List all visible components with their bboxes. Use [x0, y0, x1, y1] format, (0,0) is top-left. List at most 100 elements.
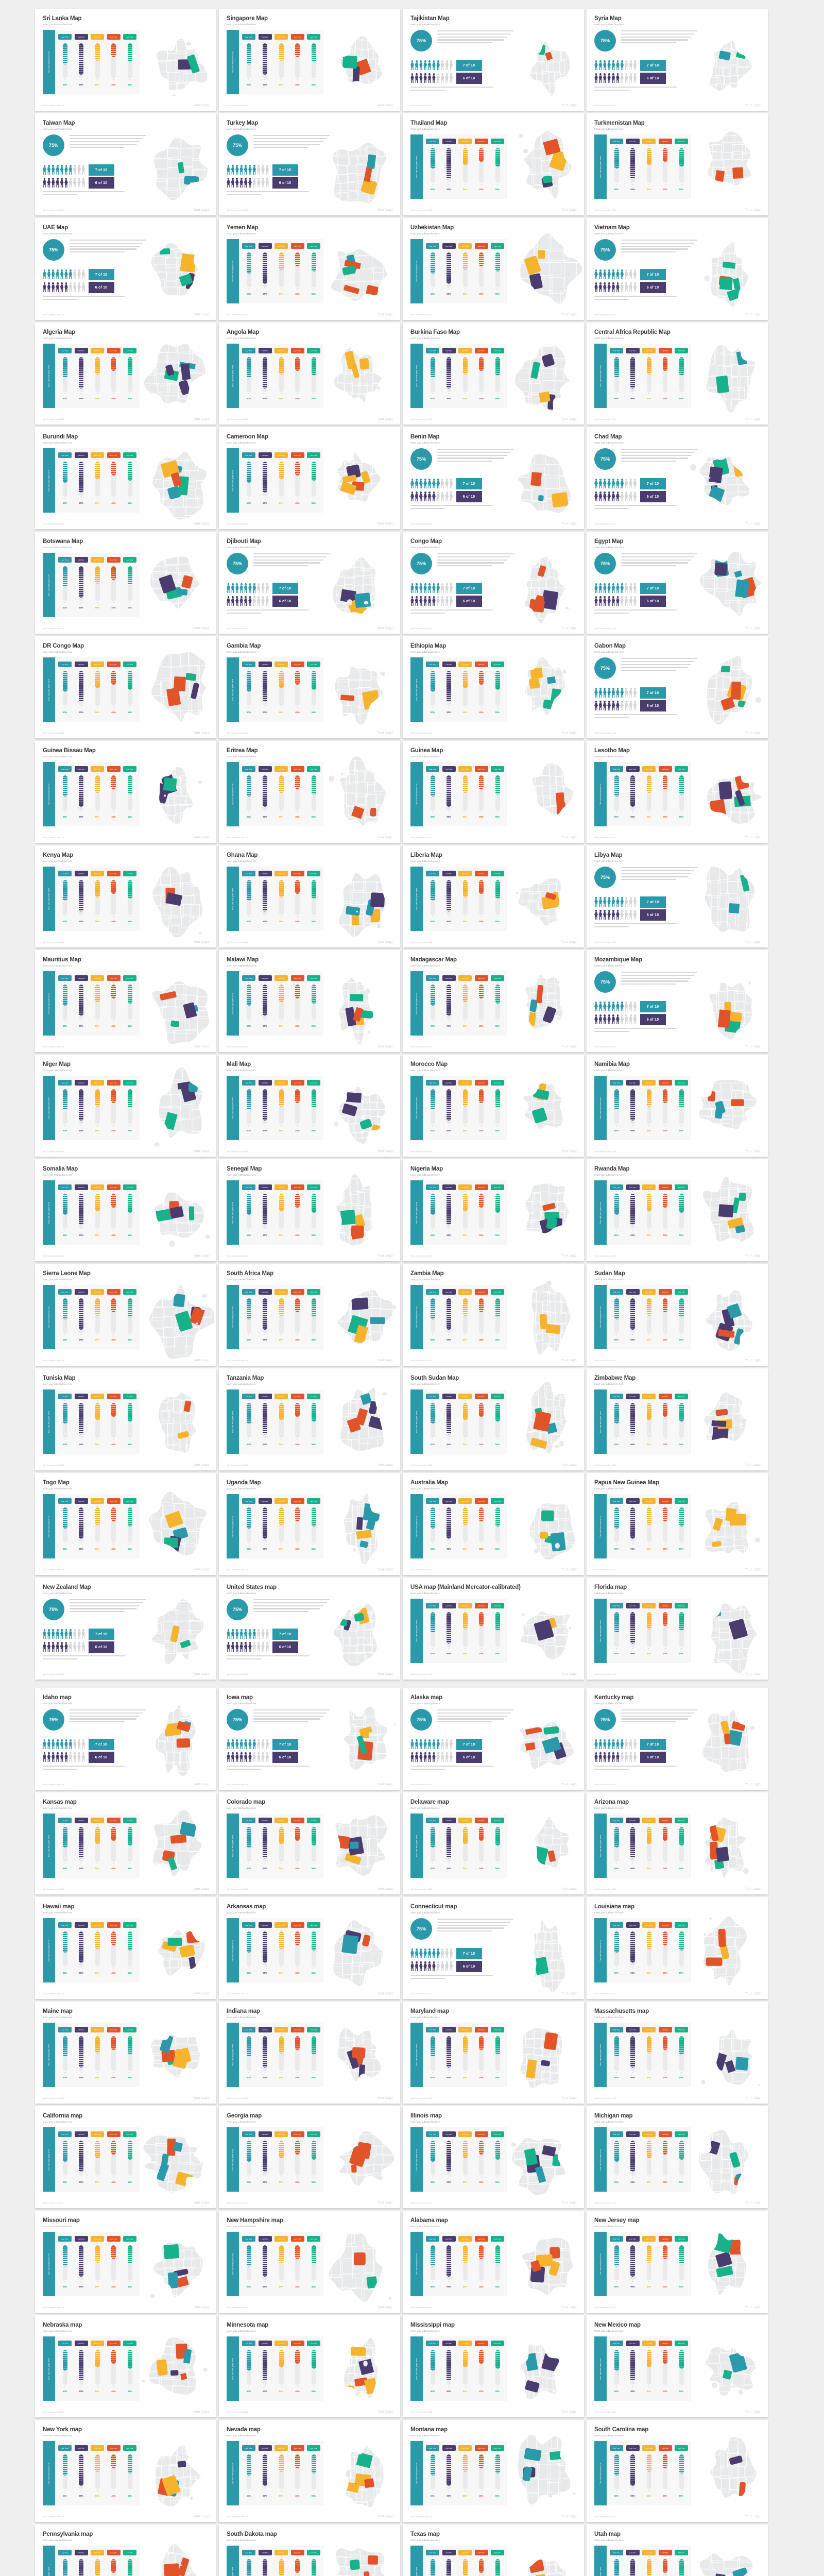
slide-thumbnail[interactable]: 75% 7 of 10 6 of 10 Benin Map Insert your su… — [403, 427, 584, 529]
slide-thumbnail[interactable]: 75% 7 of 10 6 of 10 Idaho map Insert your su… — [35, 1688, 216, 1790]
slide-thumbnail[interactable]: 75% 7 of 10 6 of 10 UAE Map Insert your subh… — [35, 218, 216, 320]
slide-thumbnail[interactable]: 75% 7 of 10 6 of 10 United States map Insert… — [219, 1578, 400, 1680]
slide-thumbnail[interactable]: 75% 7 of 10 6 of 10 Vietnam Map Insert your … — [587, 218, 768, 320]
slide-thumbnail[interactable]: 75% 7 of 10 6 of 10 Kentucky map Insert your… — [587, 1688, 768, 1790]
slide-thumbnail[interactable]: 75% 7 of 10 6 of 10 Syria Map Insert your su… — [587, 9, 768, 111]
slide-thumbnail[interactable]: 75% 7 of 10 6 of 10 Tajikistan Map Insert yo… — [403, 9, 584, 111]
slide-thumbnail[interactable]: 75% 7 of 10 6 of 10 New Zealand Map Insert y… — [35, 1578, 216, 1680]
slide-thumbnail[interactable]: 75% 7 of 10 6 of 10 Congo Map Insert your su… — [403, 532, 584, 634]
slide-thumbnail[interactable]: 75% 7 of 10 6 of 10 Gabon Map Insert your su… — [587, 636, 768, 738]
slide-thumbnail[interactable]: 75% 7 of 10 6 of 10 Taiwan Map Insert your s… — [35, 113, 216, 215]
slide-thumbnail[interactable]: 75% 7 of 10 6 of 10 Alaska map Insert your s… — [403, 1688, 584, 1790]
slide-thumbnail[interactable]: 75% 7 of 10 6 of 10 Egypt Map Insert your su… — [587, 532, 768, 634]
slide-thumbnail[interactable]: 75% 7 of 10 6 of 10 Djibouti Map Insert your… — [219, 532, 400, 634]
slide-thumbnail[interactable]: 75% 7 of 10 6 of 10 Chad Map Insert your sub… — [587, 427, 768, 529]
slide-thumbnail[interactable]: 75% 7 of 10 6 of 10 Libya Map Insert your su… — [587, 845, 768, 947]
slide-thumbnail[interactable]: 75% 7 of 10 6 of 10 Iowa map Insert your sub… — [219, 1688, 400, 1790]
slide-thumbnail[interactable]: 75% 7 of 10 6 of 10 Turkey Map Insert your s… — [219, 113, 400, 215]
slide-thumbnail[interactable]: 75% 7 of 10 6 of 10 Connecticut map Insert y… — [403, 1897, 584, 1999]
slide-thumbnail[interactable]: 75% 7 of 10 6 of 10 Mozambique Map Insert yo… — [587, 950, 768, 1052]
